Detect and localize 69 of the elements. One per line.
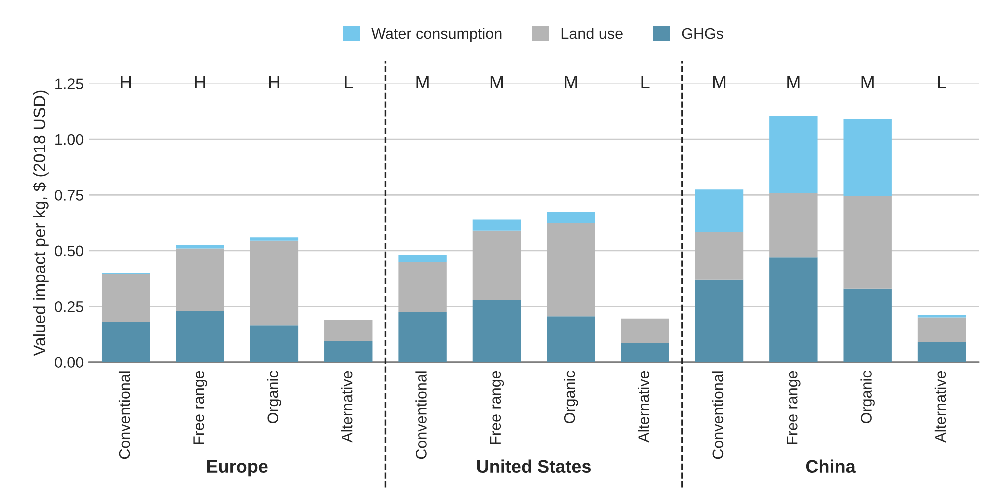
annotation: H (269, 76, 280, 88)
bar (472, 220, 522, 231)
annotation: M (490, 76, 504, 88)
annotation: M (565, 76, 578, 88)
y-tick-label: 0.25 (55, 302, 84, 312)
text: Europe (207, 460, 268, 477)
text: China (806, 460, 856, 474)
bar (844, 196, 892, 289)
annotation: M (862, 76, 874, 88)
annotation: M (713, 76, 726, 88)
x-tick-label: Alternative (638, 371, 650, 443)
annotation: H (121, 76, 132, 88)
text: United States (477, 460, 592, 474)
annotation: H (195, 76, 206, 88)
legend-label: Land use (562, 28, 623, 40)
x-tick-label: Free range (787, 371, 801, 444)
bar (324, 341, 373, 362)
annotation: M (788, 76, 800, 88)
x-tick-label: Organic (267, 371, 282, 424)
bar (621, 318, 670, 344)
bar (621, 343, 670, 362)
bar (250, 240, 299, 326)
annotation: L (642, 76, 650, 88)
bar (102, 322, 150, 362)
bar (547, 223, 596, 317)
bar (176, 248, 224, 312)
bar (770, 258, 818, 362)
y-tick-label: 0.00 (55, 357, 84, 368)
bar (844, 119, 892, 196)
annotation: L (938, 76, 946, 88)
bar (695, 190, 744, 232)
bar (472, 300, 522, 362)
bar (176, 245, 224, 249)
bar (547, 316, 596, 362)
annotation: L (345, 76, 354, 88)
legend-label: Water consumption (372, 28, 502, 42)
legend-label: GHGs (682, 28, 724, 40)
bar (918, 342, 966, 362)
bar (472, 230, 522, 300)
x-tick-label: Free range (490, 371, 504, 444)
bar (918, 318, 966, 342)
bar (770, 193, 818, 258)
bar (547, 212, 596, 224)
x-tick-label: Alternative (934, 371, 946, 443)
bar (250, 238, 299, 241)
x-tick-label: Organic (860, 371, 875, 424)
x-tick-label: Conventional (416, 372, 427, 460)
x-tick-label: Conventional (118, 372, 130, 460)
bar (398, 262, 447, 312)
bar (250, 326, 299, 362)
x-tick-label: Free range (194, 371, 208, 444)
x-tick-label: Alternative (342, 371, 353, 443)
y-tick-label: 1.00 (56, 134, 84, 146)
x-tick-label: Conventional (712, 372, 724, 460)
bar (695, 280, 744, 362)
bar (770, 116, 818, 193)
bar (398, 255, 447, 262)
bar (398, 312, 447, 362)
bar (695, 232, 744, 280)
y-tick-label: 1.25 (56, 78, 84, 90)
bar (844, 288, 892, 362)
bar (176, 311, 224, 362)
x-tick-label: Organic (564, 371, 578, 424)
bar (102, 274, 150, 322)
y-tick-label: 0.75 (55, 190, 84, 201)
bar (324, 320, 373, 342)
annotation: M (416, 76, 429, 88)
y-tick-label: 0.50 (55, 246, 84, 257)
y-axis-title: Valued impact per kg, $ (2018 USD) (33, 90, 49, 356)
